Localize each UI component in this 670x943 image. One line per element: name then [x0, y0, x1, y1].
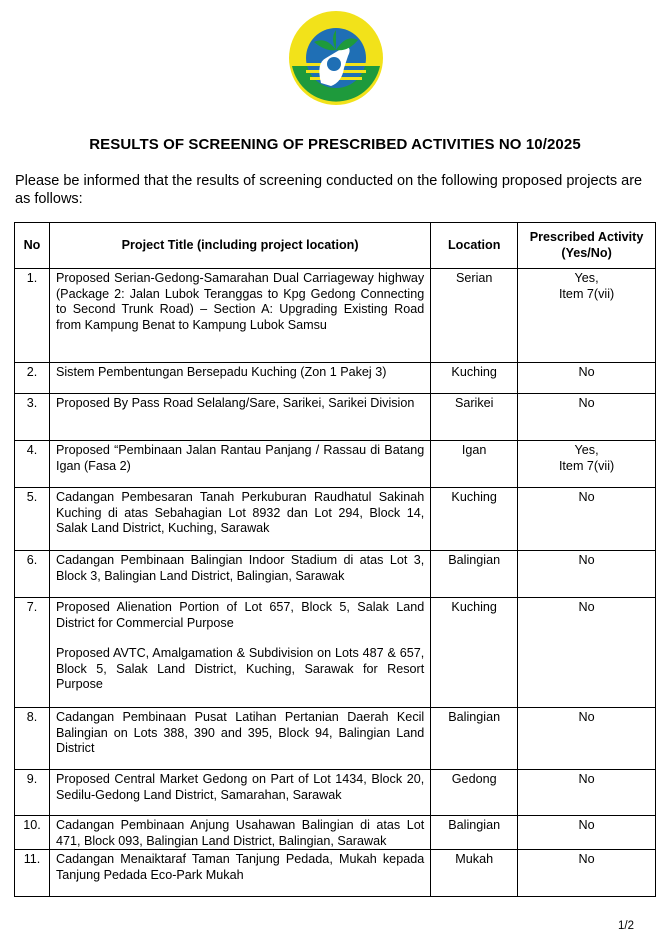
project-title-cell: Proposed “Pembinaan Jalan Rantau Panjang… [48, 440, 432, 488]
prescribed-activity-cell: No [517, 707, 656, 770]
row-number: 2. [14, 362, 50, 394]
table-row: 3. Proposed By Pass Road Selalang/Sare, … [14, 393, 656, 441]
activity-answer: No [578, 396, 595, 410]
activity-answer: No [578, 772, 595, 786]
row-number: 1. [14, 268, 50, 363]
table-row: 5. Cadangan Pembesaran Tanah Perkuburan … [14, 487, 656, 551]
prescribed-activity-cell: No [517, 362, 656, 394]
activity-answer: Yes, [574, 271, 599, 285]
prescribed-activity-cell: No [517, 815, 656, 850]
table-row: 6. Cadangan Pembinaan Balingian Indoor S… [14, 550, 656, 598]
project-title-secondary: Proposed AVTC, Amalgamation & Subdivisio… [55, 646, 425, 691]
location-cell: Serian [430, 268, 519, 363]
prescribed-activity-cell: No [517, 550, 656, 598]
row-number: 5. [14, 487, 50, 551]
activity-answer: No [578, 365, 595, 379]
prescribed-activity-cell: Yes, Item 7(vii) [517, 268, 656, 363]
location-cell: Kuching [430, 362, 519, 394]
project-title: Cadangan Menaiktaraf Taman Tanjung Pedad… [55, 852, 425, 882]
row-number: 9. [14, 769, 50, 816]
project-title: Sistem Pembentungan Bersepadu Kuching (Z… [55, 365, 387, 379]
project-title-cell: Proposed Central Market Gedong on Part o… [48, 769, 432, 816]
location-cell: Kuching [430, 487, 519, 551]
table-row: 8. Cadangan Pembinaan Pusat Latihan Pert… [14, 707, 656, 770]
table-row: 11. Cadangan Menaiktaraf Taman Tanjung P… [14, 849, 656, 897]
row-number: 8. [14, 707, 50, 770]
prescribed-activity-cell: No [517, 597, 656, 708]
activity-answer: No [578, 600, 595, 614]
location-cell: Kuching [430, 597, 519, 708]
project-title: Cadangan Pembinaan Balingian Indoor Stad… [55, 553, 425, 583]
location-cell: Balingian [430, 815, 519, 850]
intro-text: Please be informed that the results of s… [15, 173, 643, 207]
project-title-cell: Proposed Alienation Portion of Lot 657, … [48, 597, 432, 708]
table-row: 2. Sistem Pembentungan Bersepadu Kuching… [14, 362, 656, 394]
prescribed-activity-cell: No [517, 487, 656, 551]
activity-answer: No [578, 553, 595, 567]
project-title: Cadangan Pembesaran Tanah Perkuburan Rau… [55, 490, 425, 535]
project-title-cell: Cadangan Pembinaan Pusat Latihan Pertani… [48, 707, 432, 770]
lembaga-logo [289, 11, 383, 105]
activity-item: Item 7(vii) [558, 286, 615, 301]
prescribed-activity-cell: No [517, 849, 656, 897]
table-row: 4. Proposed “Pembinaan Jalan Rantau Panj… [14, 440, 656, 488]
project-title-cell: Cadangan Pembinaan Balingian Indoor Stad… [48, 550, 432, 598]
table-row: 7. Proposed Alienation Portion of Lot 65… [14, 597, 656, 708]
project-title-cell: Cadangan Pembesaran Tanah Perkuburan Rau… [48, 487, 432, 551]
project-title-cell: Proposed By Pass Road Selalang/Sare, Sar… [48, 393, 432, 441]
row-number: 7. [14, 597, 50, 708]
activity-answer: No [578, 710, 595, 724]
project-title-cell: Cadangan Menaiktaraf Taman Tanjung Pedad… [48, 849, 432, 897]
page-title: RESULTS OF SCREENING OF PRESCRIBED ACTIV… [89, 136, 581, 153]
project-title: Proposed By Pass Road Selalang/Sare, Sar… [55, 396, 415, 410]
table-row: 9. Proposed Central Market Gedong on Par… [14, 769, 656, 816]
activity-answer: No [578, 490, 595, 504]
prescribed-activity-cell: No [517, 393, 656, 441]
table-row: 10. Cadangan Pembinaan Anjung Usahawan B… [14, 815, 656, 850]
location-cell: Balingian [430, 550, 519, 598]
page-number: 1/2 [618, 920, 634, 932]
location-cell: Igan [430, 440, 519, 488]
project-title: Proposed Central Market Gedong on Part o… [55, 772, 425, 802]
location-cell: Mukah [430, 849, 519, 897]
row-number: 4. [14, 440, 50, 488]
project-title: Proposed “Pembinaan Jalan Rantau Panjang… [55, 443, 425, 473]
row-number: 3. [14, 393, 50, 441]
location-cell: Balingian [430, 707, 519, 770]
row-number: 10. [14, 815, 50, 850]
activity-answer: No [578, 852, 595, 866]
row-number: 11. [14, 849, 50, 897]
header-project-title: Project Title (including project locatio… [48, 222, 432, 269]
activity-item: Item 7(vii) [558, 458, 615, 473]
header-location: Location [430, 222, 519, 269]
header-prescribed-activity: Prescribed Activity (Yes/No) [517, 222, 656, 269]
row-number: 6. [14, 550, 50, 598]
table-header-row: No Project Title (including project loca… [14, 222, 656, 269]
activity-answer: Yes, [574, 443, 599, 457]
screening-results-table: No Project Title (including project loca… [14, 222, 656, 897]
prescribed-activity-cell: No [517, 769, 656, 816]
project-title: Proposed Serian-Gedong-Samarahan Dual Ca… [55, 271, 425, 332]
prescribed-activity-cell: Yes, Item 7(vii) [517, 440, 656, 488]
project-title-cell: Sistem Pembentungan Bersepadu Kuching (Z… [48, 362, 432, 394]
activity-answer: No [578, 818, 595, 832]
project-title-cell: Cadangan Pembinaan Anjung Usahawan Balin… [48, 815, 432, 850]
location-cell: Gedong [430, 769, 519, 816]
project-title: Cadangan Pembinaan Anjung Usahawan Balin… [55, 818, 425, 848]
project-title-cell: Proposed Serian-Gedong-Samarahan Dual Ca… [48, 268, 432, 363]
table-row: 1. Proposed Serian-Gedong-Samarahan Dual… [14, 268, 656, 363]
project-title: Proposed Alienation Portion of Lot 657, … [55, 600, 425, 630]
project-title: Cadangan Pembinaan Pusat Latihan Pertani… [55, 710, 425, 755]
location-cell: Sarikei [430, 393, 519, 441]
header-no: No [14, 222, 50, 269]
